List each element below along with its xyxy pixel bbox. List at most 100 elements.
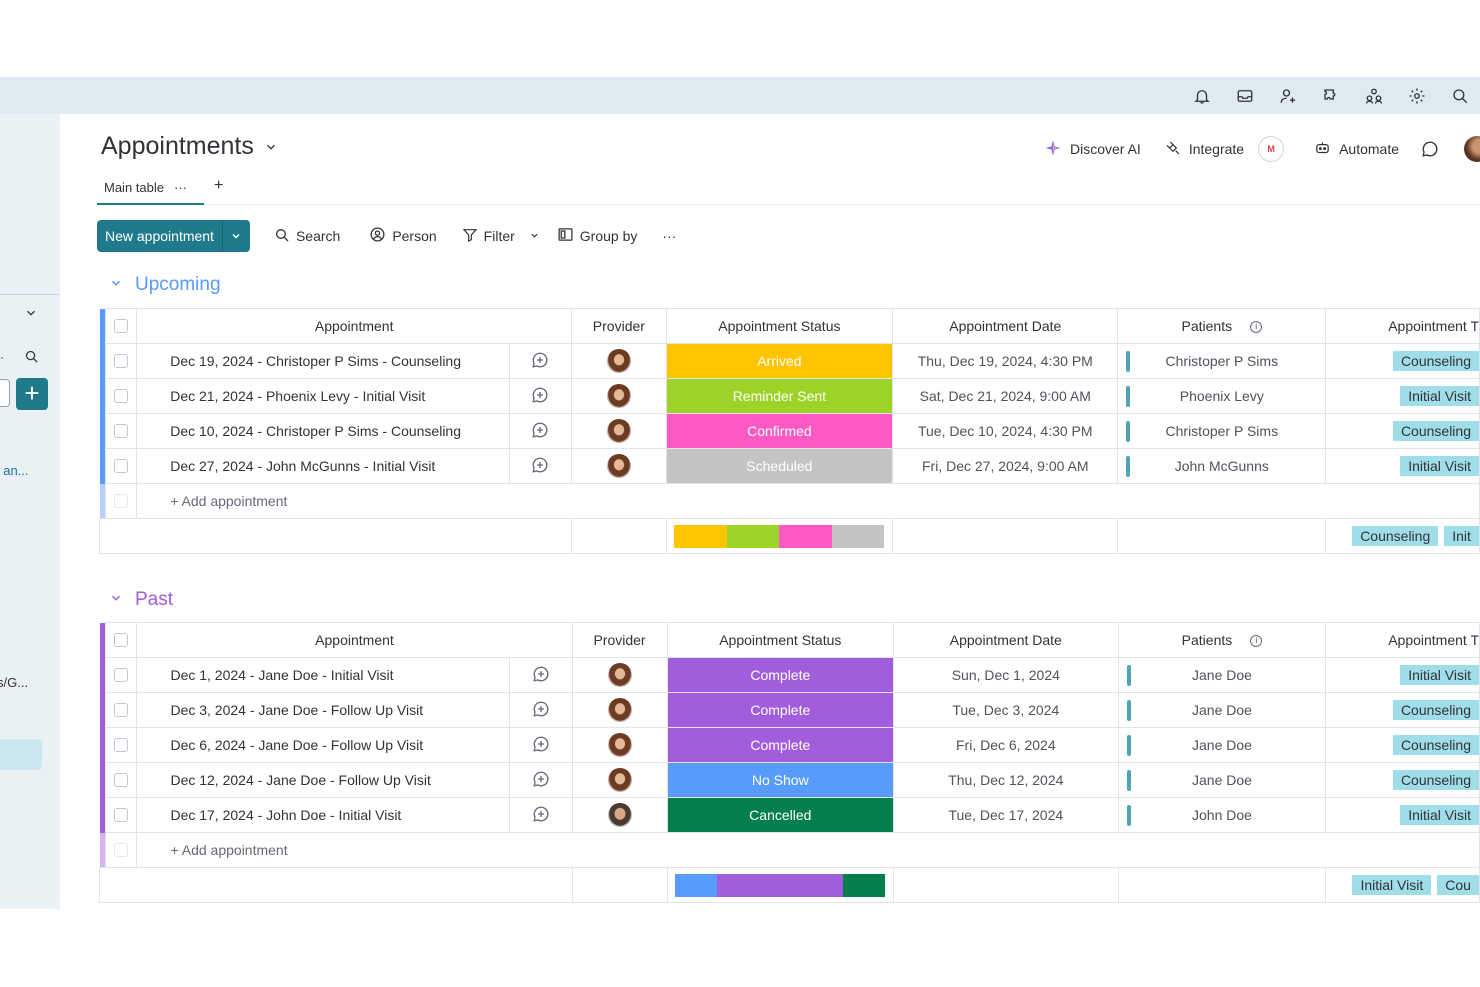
appointment-type-cell[interactable]: Counseling <box>1325 692 1480 728</box>
row-checkbox[interactable] <box>104 692 138 728</box>
chevron-down-icon[interactable] <box>221 220 250 252</box>
group-title-upcoming[interactable]: Upcoming <box>135 274 221 295</box>
appointment-type-cell[interactable]: Counseling <box>1325 762 1480 798</box>
more-options-icon[interactable]: ··· <box>662 228 677 244</box>
status-summary-segment[interactable] <box>675 873 718 897</box>
bell-icon[interactable] <box>1190 84 1214 108</box>
sidebar-item-active[interactable] <box>0 739 42 770</box>
select-all-checkbox[interactable] <box>104 622 138 658</box>
column-header-type[interactable]: Appointment T <box>1325 622 1480 658</box>
sidebar-add-button[interactable]: + <box>16 378 48 410</box>
status-summary-segment[interactable] <box>674 524 727 548</box>
date-cell[interactable]: Sat, Dec 21, 2024, 9:00 AM <box>892 378 1119 414</box>
patient-cell[interactable]: Jane Doe <box>1117 657 1327 693</box>
provider-cell[interactable] <box>571 378 667 414</box>
status-summary-segment[interactable] <box>726 524 780 548</box>
date-cell[interactable]: Thu, Dec 12, 2024 <box>893 762 1119 798</box>
patient-cell[interactable]: Jane Doe <box>1117 692 1327 728</box>
person-filter-button[interactable]: Person <box>369 226 437 246</box>
group-header-past[interactable]: Past <box>109 589 173 611</box>
add-appointment-input[interactable]: + Add appointment <box>136 483 1480 519</box>
chevron-down-icon[interactable] <box>264 140 278 157</box>
patient-cell[interactable]: Christoper P Sims <box>1117 413 1327 449</box>
table-row[interactable]: Dec 3, 2024 - Jane Doe - Follow Up Visit… <box>99 692 1480 728</box>
appointment-name-cell[interactable]: Dec 6, 2024 - Jane Doe - Follow Up Visit <box>136 727 510 763</box>
appointment-name-cell[interactable]: Dec 10, 2024 - Christoper P Sims - Couns… <box>136 413 510 449</box>
automate-button[interactable]: Automate <box>1314 139 1399 159</box>
provider-cell[interactable] <box>571 448 667 484</box>
status-summary-segment[interactable] <box>843 873 886 897</box>
column-header-type[interactable]: Appointment T <box>1325 308 1480 344</box>
status-badge[interactable]: Complete <box>666 692 895 728</box>
date-cell[interactable]: Tue, Dec 3, 2024 <box>893 692 1119 728</box>
provider-cell[interactable] <box>571 413 667 449</box>
status-badge[interactable]: Arrived <box>665 343 894 379</box>
column-header-provider[interactable]: Provider <box>571 622 668 658</box>
status-badge[interactable]: Reminder Sent <box>665 378 894 414</box>
patient-cell[interactable]: Phoenix Levy <box>1117 378 1327 414</box>
search-icon[interactable] <box>1448 84 1472 108</box>
column-header-status[interactable]: Appointment Status <box>665 308 894 344</box>
column-header-date[interactable]: Appointment Date <box>892 308 1119 344</box>
workspace-select[interactable] <box>0 379 10 407</box>
date-cell[interactable]: Tue, Dec 17, 2024 <box>893 797 1119 833</box>
table-row[interactable]: Dec 6, 2024 - Jane Doe - Follow Up Visit… <box>99 727 1480 763</box>
status-badge[interactable]: Complete <box>666 727 895 763</box>
column-header-status[interactable]: Appointment Status <box>666 622 895 658</box>
tab-more-icon[interactable]: ··· <box>173 179 187 195</box>
type-summary-chip[interactable]: Counseling <box>1352 526 1439 546</box>
provider-cell[interactable] <box>571 692 668 728</box>
invite-user-icon[interactable] <box>1276 84 1300 108</box>
info-icon[interactable]: i <box>1250 635 1263 648</box>
appointment-type-cell[interactable]: Initial Visit <box>1325 378 1480 414</box>
status-badge[interactable]: Confirmed <box>665 413 894 449</box>
patient-cell[interactable]: Jane Doe <box>1117 762 1327 798</box>
row-checkbox[interactable] <box>104 797 138 833</box>
search-button[interactable]: Search <box>274 227 340 246</box>
sidebar-item-truncated-2[interactable]: s/G... <box>0 675 29 690</box>
column-header-date[interactable]: Appointment Date <box>893 622 1119 658</box>
group-by-button[interactable]: Group by <box>557 226 637 246</box>
provider-cell[interactable] <box>571 727 668 763</box>
date-cell[interactable]: Thu, Dec 19, 2024, 4:30 PM <box>892 343 1119 379</box>
chevron-down-icon[interactable] <box>109 589 123 611</box>
appointment-name-cell[interactable]: Dec 19, 2024 - Christoper P Sims - Couns… <box>136 343 510 379</box>
integrate-button[interactable]: Integrate M <box>1165 136 1285 162</box>
sidebar-search-icon[interactable] <box>24 349 39 369</box>
table-row[interactable]: Dec 17, 2024 - John Doe - Initial Visit C… <box>99 797 1480 833</box>
type-summary-chip[interactable]: Initial Visit <box>1352 875 1432 895</box>
add-row[interactable]: + Add appointment <box>99 832 1480 868</box>
add-view-button[interactable]: + <box>214 177 224 194</box>
table-row[interactable]: Dec 1, 2024 - Jane Doe - Initial Visit Co… <box>99 657 1480 693</box>
add-update-icon[interactable] <box>508 727 573 763</box>
add-update-icon[interactable] <box>508 448 573 484</box>
patient-cell[interactable]: Christoper P Sims <box>1117 343 1327 379</box>
status-summary-bar[interactable] <box>674 524 885 548</box>
patient-cell[interactable]: Jane Doe <box>1117 727 1327 763</box>
row-checkbox[interactable] <box>104 762 138 798</box>
appointment-type-cell[interactable]: Initial Visit <box>1325 657 1480 693</box>
tab-main-table[interactable]: Main table ··· <box>97 171 204 205</box>
discover-ai-button[interactable]: Discover AI <box>1044 139 1141 160</box>
inbox-icon[interactable] <box>1233 84 1257 108</box>
column-header-appointment[interactable]: Appointment <box>136 622 573 658</box>
status-badge[interactable]: Cancelled <box>666 797 895 833</box>
column-header-provider[interactable]: Provider <box>571 308 667 344</box>
patient-cell[interactable]: John McGunns <box>1117 448 1327 484</box>
column-header-patients[interactable]: Patients i <box>1117 622 1327 658</box>
provider-cell[interactable] <box>571 762 668 798</box>
settings-icon[interactable] <box>1405 84 1429 108</box>
add-appointment-input[interactable]: + Add appointment <box>136 832 1480 868</box>
appointment-type-cell[interactable]: Counseling <box>1325 413 1480 449</box>
date-cell[interactable]: Fri, Dec 6, 2024 <box>893 727 1119 763</box>
row-checkbox[interactable] <box>104 378 138 414</box>
group-title-past[interactable]: Past <box>135 589 174 610</box>
add-update-icon[interactable] <box>508 413 573 449</box>
appointment-type-cell[interactable]: Initial Visit <box>1325 797 1480 833</box>
info-icon[interactable]: i <box>1250 321 1263 334</box>
table-row[interactable]: Dec 27, 2024 - John McGunns - Initial Vi… <box>99 448 1480 484</box>
status-summary-segment[interactable] <box>831 524 885 548</box>
appointment-type-cell[interactable]: Counseling <box>1325 727 1480 763</box>
select-all-checkbox[interactable] <box>104 308 138 344</box>
appointment-name-cell[interactable]: Dec 21, 2024 - Phoenix Levy - Initial Vi… <box>136 378 510 414</box>
